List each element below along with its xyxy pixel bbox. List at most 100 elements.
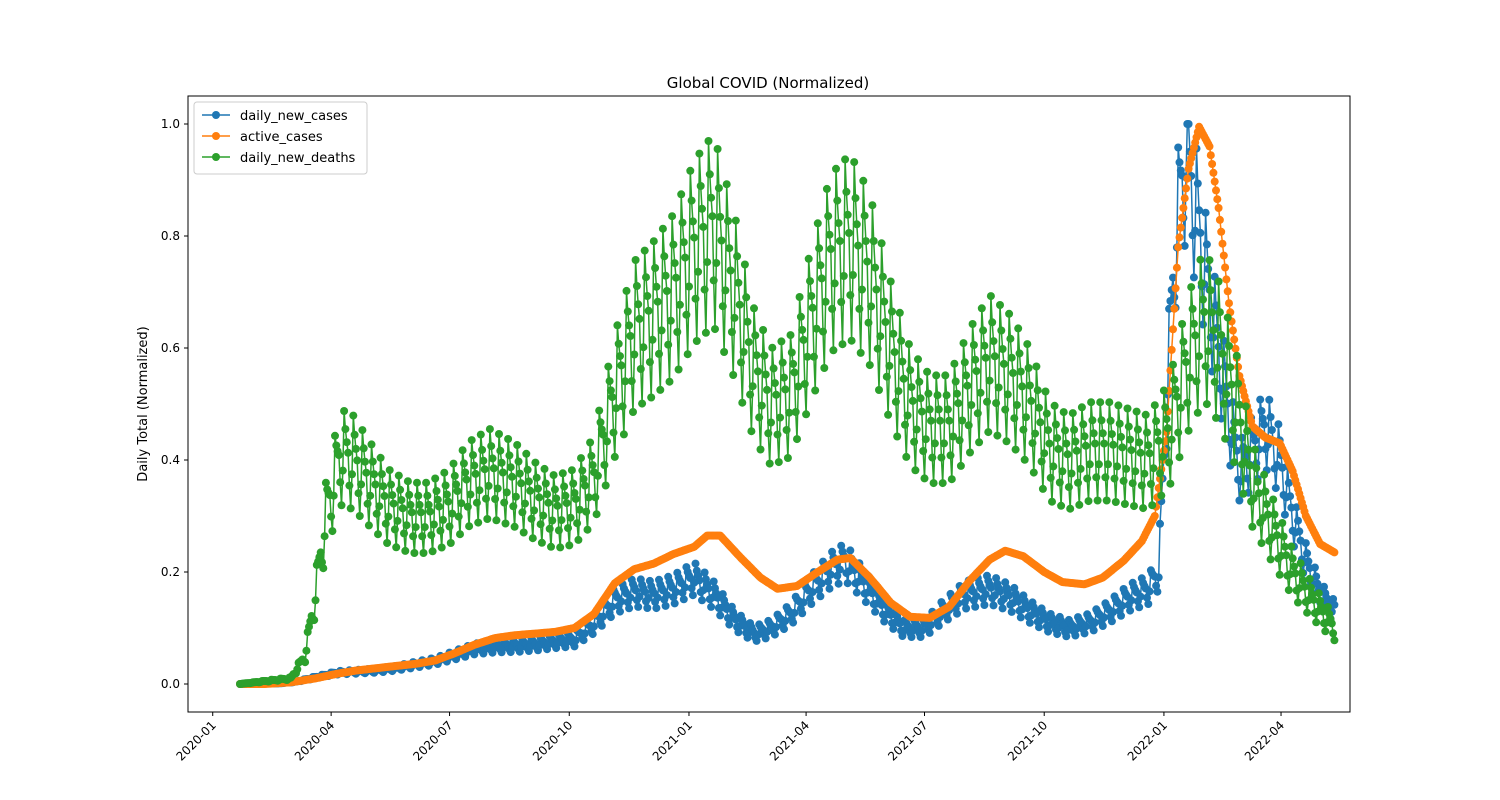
data-point xyxy=(1200,308,1209,316)
data-point xyxy=(859,176,868,185)
data-point xyxy=(1167,435,1176,444)
data-point xyxy=(1244,445,1253,454)
data-point xyxy=(411,523,420,532)
data-point xyxy=(321,478,330,487)
data-point xyxy=(1320,582,1328,591)
data-point xyxy=(394,471,403,480)
data-point xyxy=(683,350,692,359)
data-point xyxy=(535,493,544,502)
data-point xyxy=(461,468,470,477)
data-point xyxy=(1058,467,1067,476)
data-point xyxy=(1107,430,1116,439)
data-point xyxy=(832,164,840,173)
data-point xyxy=(574,535,583,544)
plot-area-frame xyxy=(187,95,1351,713)
data-point xyxy=(1310,563,1319,572)
data-point xyxy=(1206,151,1215,160)
data-point xyxy=(769,364,778,373)
data-point xyxy=(662,591,671,600)
data-point xyxy=(666,316,675,325)
data-point xyxy=(361,457,369,466)
data-point xyxy=(820,364,829,372)
data-point xyxy=(1180,194,1189,203)
data-point xyxy=(1172,263,1181,272)
data-point xyxy=(1111,498,1120,506)
data-point xyxy=(681,253,690,262)
data-point xyxy=(569,479,578,488)
data-point xyxy=(293,665,302,674)
data-point xyxy=(1252,464,1261,473)
data-point xyxy=(692,337,701,345)
data-point xyxy=(1182,358,1190,366)
data-point xyxy=(917,407,926,416)
data-point xyxy=(1234,379,1243,388)
data-point xyxy=(682,310,691,319)
data-point xyxy=(1284,478,1293,487)
data-point xyxy=(1280,510,1289,519)
data-point xyxy=(1139,504,1148,513)
data-point xyxy=(1188,304,1197,313)
data-point xyxy=(590,622,598,631)
data-point xyxy=(1128,479,1137,488)
data-point xyxy=(564,524,572,533)
data-point xyxy=(679,238,688,247)
data-point xyxy=(1270,510,1279,519)
data-point xyxy=(730,313,739,322)
data-point xyxy=(388,491,397,500)
data-point xyxy=(1206,286,1215,295)
data-point xyxy=(858,285,866,294)
data-point xyxy=(420,523,429,532)
data-point xyxy=(1248,522,1257,531)
data-point xyxy=(1037,457,1046,466)
data-point xyxy=(610,452,619,461)
data-point xyxy=(941,371,950,380)
data-point xyxy=(612,404,621,413)
data-point xyxy=(1033,386,1042,395)
data-point xyxy=(964,421,973,430)
data-point xyxy=(1197,279,1206,288)
data-point xyxy=(597,621,606,630)
data-point xyxy=(1205,256,1214,265)
data-point xyxy=(971,355,980,364)
data-point xyxy=(780,373,788,382)
data-point xyxy=(403,477,412,486)
data-point xyxy=(1041,387,1050,396)
data-point xyxy=(924,389,933,398)
data-point xyxy=(1014,597,1023,606)
data-point xyxy=(1024,364,1033,372)
data-point xyxy=(617,361,626,370)
data-point xyxy=(923,367,932,376)
data-point xyxy=(466,490,475,499)
data-point xyxy=(1076,464,1085,473)
data-point xyxy=(1300,582,1309,591)
data-point xyxy=(774,458,783,467)
data-point xyxy=(880,297,889,306)
data-point xyxy=(815,586,824,594)
data-point xyxy=(929,479,938,488)
data-point xyxy=(707,193,716,202)
legend-label: active_cases xyxy=(240,130,323,145)
data-point xyxy=(1080,629,1089,638)
data-point xyxy=(364,521,373,530)
data-point xyxy=(1226,363,1235,372)
data-point xyxy=(1178,213,1187,222)
x-tick-label: 2020-01 xyxy=(173,718,218,763)
data-point xyxy=(582,507,591,516)
data-point xyxy=(989,601,998,610)
data-point xyxy=(1074,478,1082,487)
data-point xyxy=(1098,429,1107,438)
data-point xyxy=(763,627,771,636)
data-point xyxy=(930,439,939,448)
data-point xyxy=(704,584,713,593)
data-point xyxy=(1152,581,1161,590)
data-point xyxy=(1228,326,1237,335)
data-point xyxy=(673,328,682,336)
data-point xyxy=(1187,283,1196,292)
data-point xyxy=(1260,470,1269,479)
y-tick-label: 0.8 xyxy=(161,229,180,243)
data-point xyxy=(1292,503,1301,512)
x-tick-label: 2021-04 xyxy=(767,718,812,763)
data-point xyxy=(1201,208,1210,217)
data-point xyxy=(698,204,706,213)
data-point xyxy=(904,340,913,349)
